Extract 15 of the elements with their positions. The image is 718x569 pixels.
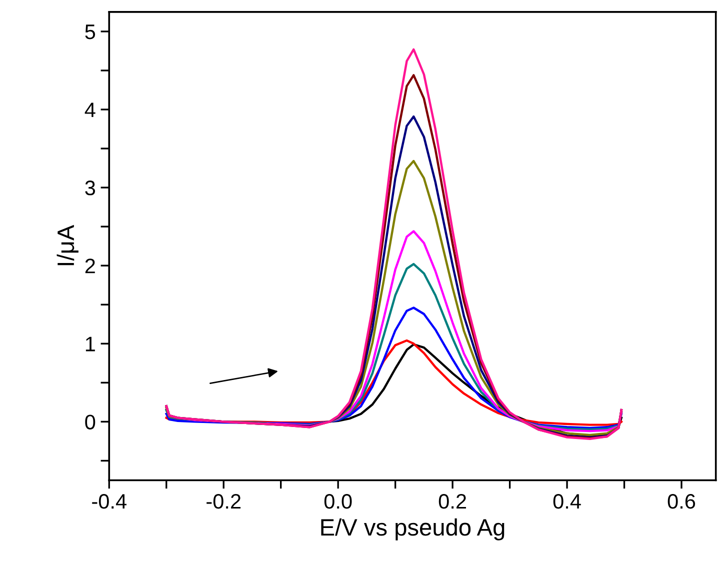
y-tick-label: 0: [85, 414, 96, 430]
y-axis-title: I/μA: [56, 224, 78, 266]
y-tick-label: 1: [86, 336, 95, 352]
y-tick-label: 2: [85, 258, 95, 274]
x-tick-label: -0.2: [206, 494, 241, 509]
line-series: [165, 306, 623, 430]
x-tick-label: 0.2: [438, 494, 466, 509]
x-tick-label: -0.4: [92, 494, 126, 509]
x-tick-label: 0.4: [553, 494, 581, 509]
x-tick-label: 0.0: [324, 494, 352, 509]
y-tick-label: 5: [85, 24, 96, 40]
x-axis-title: E/V vs pseudo Ag: [321, 518, 504, 540]
x-tick-label: 0.6: [668, 494, 696, 509]
y-tick-label: 3: [85, 180, 96, 196]
y-tick-label: 4: [84, 102, 96, 118]
